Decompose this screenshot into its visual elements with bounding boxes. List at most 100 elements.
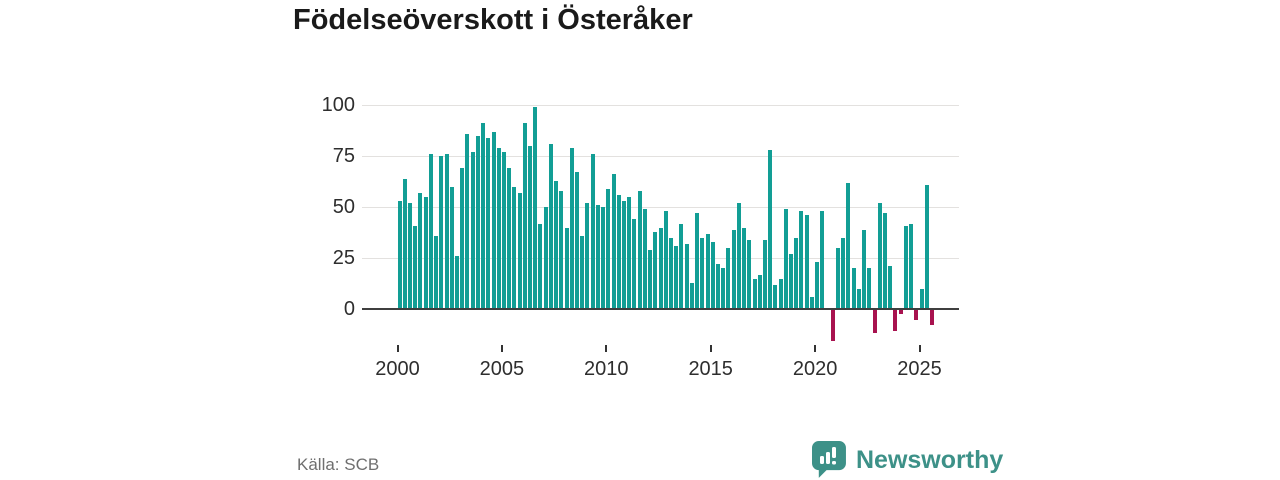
bar-2024-q4 [914, 310, 919, 321]
bar-2006-q2 [528, 145, 532, 310]
x-axis-tick-label: 2010 [584, 358, 629, 380]
chart-title: Födelseöverskott i Österåker [293, 4, 693, 36]
bar-2006-q1 [522, 123, 527, 310]
bar-2002-q2 [444, 154, 449, 310]
bar-2004-q2 [486, 137, 491, 310]
bar-2021-q2 [841, 237, 846, 310]
bar-2025-q3 [929, 310, 934, 325]
bar-2001-q2 [423, 196, 428, 310]
y-gridline [362, 156, 959, 158]
bar-2009-q1 [585, 203, 590, 310]
bar-2014-q1 [689, 282, 694, 310]
y-axis-tick-label: 0 [343, 298, 355, 321]
bar-2018-q1 [773, 284, 778, 310]
bar-2020-q2 [820, 211, 825, 310]
bar-2012-q2 [653, 231, 658, 310]
bar-2020-q4 [830, 310, 835, 341]
x-axis-tick [396, 345, 399, 352]
bar-2015-q3 [721, 268, 726, 310]
bar-2017-q2 [757, 274, 762, 310]
bar-2019-q1 [794, 237, 799, 310]
x-axis-tick-label: 2025 [897, 358, 942, 380]
bar-2019-q3 [804, 215, 809, 310]
bar-2000-q4 [413, 225, 418, 310]
newsworthy-bubble-icon [812, 441, 846, 478]
x-axis-tick-label: 2020 [792, 358, 838, 380]
y-axis-tick-label: 25 [332, 247, 355, 270]
y-axis-tick-label: 50 [332, 196, 355, 219]
bar-2023-q4 [893, 310, 898, 331]
x-axis-tick [814, 345, 817, 352]
bar-2020-q1 [815, 262, 820, 310]
bar-2016-q2 [736, 203, 741, 310]
bar-2024-q3 [909, 223, 914, 310]
bar-2024-q1 [898, 310, 903, 315]
bar-2019-q2 [799, 211, 804, 310]
bar-2011-q1 [627, 196, 632, 310]
bar-2001-q1 [418, 192, 423, 310]
bar-2017-q1 [752, 278, 757, 310]
bar-2017-q4 [768, 149, 773, 310]
bar-2012-q1 [648, 250, 653, 310]
bar-2021-q1 [836, 248, 840, 310]
bar-2008-q4 [580, 235, 585, 310]
bar-2006-q4 [538, 223, 543, 310]
bar-2024-q2 [903, 225, 908, 310]
bar-2013-q2 [674, 246, 679, 310]
bar-2003-q2 [465, 133, 470, 310]
bar-2009-q4 [601, 207, 606, 310]
x-axis-tick [500, 345, 503, 352]
bar-2025-q1 [919, 288, 924, 310]
bar-2002-q4 [454, 256, 459, 310]
source-note: Källa: SCB [297, 455, 380, 474]
brand-name: Newsworthy [856, 445, 1004, 474]
bar-2018-q2 [778, 278, 783, 310]
y-axis-tick-label: 75 [332, 145, 355, 168]
bar-2005-q3 [512, 186, 517, 310]
bar-2005-q2 [507, 168, 512, 310]
bar-2016-q4 [747, 239, 752, 310]
bar-2002-q1 [439, 156, 444, 310]
bar-2004-q1 [481, 123, 485, 310]
bar-2008-q1 [564, 227, 569, 310]
bar-2016-q3 [742, 227, 746, 310]
bar-2007-q2 [548, 143, 553, 310]
bar-2018-q3 [783, 209, 788, 310]
bar-2013-q4 [684, 243, 689, 310]
bar-2010-q4 [622, 201, 626, 310]
bar-2004-q3 [491, 131, 496, 310]
bar-2003-q3 [470, 152, 475, 310]
x-axis-line [362, 308, 959, 311]
bar-2011-q3 [637, 190, 642, 310]
bar-2014-q3 [700, 237, 705, 310]
bar-2010-q1 [606, 188, 611, 310]
bar-2012-q3 [658, 227, 663, 310]
bar-2015-q2 [715, 264, 720, 310]
bar-2021-q3 [846, 182, 851, 310]
y-gridline [362, 105, 959, 106]
bar-2013-q1 [668, 237, 673, 310]
bar-2000-q1 [397, 201, 402, 310]
bar-2005-q1 [501, 152, 506, 310]
bar-2022-q1 [856, 288, 861, 310]
bar-2001-q3 [428, 154, 433, 310]
bar-2013-q3 [679, 223, 684, 310]
x-axis-tick [605, 345, 608, 352]
y-axis-tick-label: 100 [321, 94, 355, 116]
bar-2003-q1 [460, 168, 465, 310]
bar-2015-q4 [726, 248, 731, 310]
bar-2017-q3 [762, 239, 767, 310]
bar-2018-q4 [789, 254, 793, 310]
bar-2023-q1 [877, 203, 882, 310]
bar-2023-q3 [888, 266, 893, 310]
bar-2025-q2 [924, 184, 929, 310]
bar-2023-q2 [883, 213, 887, 310]
bar-2022-q3 [867, 268, 872, 310]
bar-2015-q1 [710, 241, 715, 310]
bar-2001-q4 [434, 235, 438, 310]
bar-2011-q2 [632, 219, 637, 310]
bar-2008-q2 [569, 147, 574, 310]
bar-2010-q2 [611, 174, 616, 310]
bar-2007-q4 [559, 190, 564, 310]
